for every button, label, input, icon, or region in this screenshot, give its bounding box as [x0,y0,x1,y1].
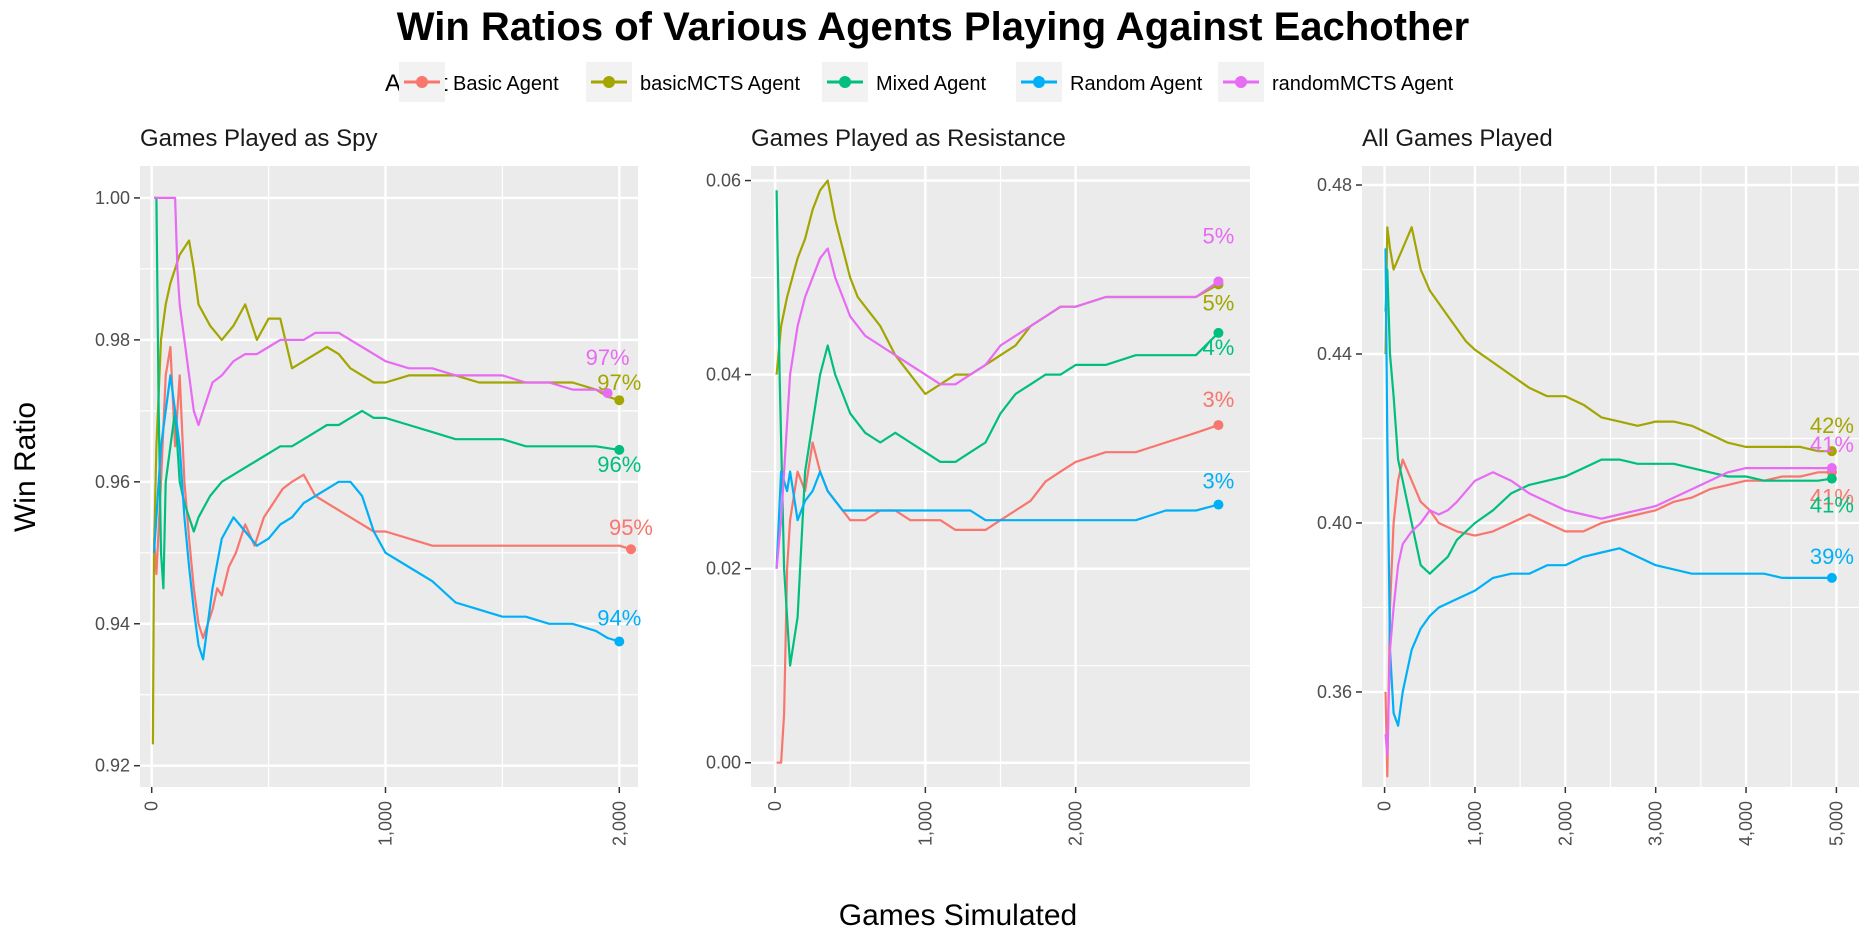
series-end-point [614,444,625,455]
series-line [1384,248,1832,727]
y-tick-label: 0.04 [706,365,741,385]
series-line [1384,458,1832,778]
series-line [154,196,620,590]
series-end-point [1213,420,1224,431]
series-end-point [614,636,625,647]
legend-label: basicMCTS Agent [640,73,801,95]
series-end-label: 97% [586,345,630,370]
series-end-label: 5% [1203,223,1235,248]
series-line [776,424,1219,764]
panel: Games Played as Spy 0.92 0.94 0.96 0.98 1.00 0… [95,125,653,846]
x-tick-label: 3,000 [1646,801,1666,846]
series-line [154,196,608,427]
panel-title: Games Played as Spy [140,125,377,152]
x-tick-label: 0 [765,801,785,811]
series-line [152,374,620,661]
legend-label: randomMCTS Agent [1272,73,1454,95]
legend-key-dot [416,76,428,88]
series-end-label: 94% [597,606,641,631]
panel-title: All Games Played [1362,125,1553,152]
series-line [775,470,1219,569]
y-tick-label: 0.96 [95,472,130,492]
y-tick-label: 0.40 [1317,513,1352,533]
series-line [1384,467,1832,757]
chart-title: Win Ratios of Various Agents Playing Aga… [397,5,1469,49]
series-line [775,247,1220,569]
series-end-label: 96% [597,452,641,477]
series-end-label: 39% [1810,544,1854,569]
legend-key-dot [839,76,851,88]
series-line [152,345,632,640]
x-tick-label: 1,000 [1465,801,1485,846]
legend-item: randomMCTS Agent [1218,62,1454,102]
y-tick-label: 0.98 [95,330,130,350]
series-end-point [602,388,613,399]
series-end-label: 5% [1203,290,1235,315]
y-tick-label: 0.00 [706,753,741,773]
legend-item: basicMCTS Agent [586,62,801,102]
series-end-label: 3% [1203,469,1235,494]
x-tick-label: 2,000 [1066,801,1086,846]
legend-key-dot [1033,76,1045,88]
series-end-point [1826,463,1837,474]
facet-panels: Games Played as Spy 0.92 0.94 0.96 0.98 1.00 0… [95,125,1859,846]
y-tick-label: 0.06 [706,171,741,191]
legend-item: Random Agent [1016,62,1203,102]
x-tick-label: 5,000 [1826,801,1846,846]
series-end-point [625,544,636,555]
series-end-point [1213,276,1224,287]
legend-item: Basic Agent [399,62,559,102]
series-end-label: 3% [1203,387,1235,412]
panel-title: Games Played as Resistance [751,125,1066,152]
series-end-label: 4% [1203,335,1235,360]
legend-label: Mixed Agent [876,73,987,95]
panel: Games Played as Resistance 0.00 0.02 0.04 0.… [706,125,1250,846]
series-end-point [1213,327,1224,338]
series-end-point [1826,572,1837,583]
x-tick-label: 2,000 [1555,801,1575,846]
series-end-label: 42% [1810,413,1854,438]
y-tick-label: 0.44 [1317,344,1352,364]
legend-key-dot [603,76,615,88]
series-end-label: 41% [1810,493,1854,518]
x-tick-label: 0 [1375,801,1395,811]
panel-background [140,166,638,787]
series-end-point [614,395,625,406]
y-tick-label: 0.48 [1317,175,1352,195]
legend-key-dot [1235,76,1247,88]
y-tick-label: 0.02 [706,559,741,579]
legend-item: Mixed Agent [822,62,987,102]
y-tick-label: 0.94 [95,614,130,634]
y-tick-label: 1.00 [95,188,130,208]
y-tick-label: 0.92 [95,756,130,776]
x-axis-title: Games Simulated [839,899,1077,932]
series-line [1384,226,1832,453]
legend-label: Random Agent [1070,73,1203,95]
panel: All Games Played 0.36 0.40 0.44 0.48 0 1,000 2,… [1317,125,1859,846]
legend-label: Basic Agent [453,73,559,95]
series-end-point [1826,446,1837,457]
series-line [1384,268,1833,575]
y-tick-label: 0.36 [1317,682,1352,702]
series-end-point [1826,473,1837,484]
x-tick-label: 0 [142,801,162,811]
series-end-point [1213,499,1224,510]
x-tick-label: 4,000 [1736,801,1756,846]
series-end-label: 41% [1810,432,1854,457]
x-tick-label: 1,000 [915,801,935,846]
y-axis-title: Win Ratio [9,402,42,532]
series-line [775,190,1220,667]
series-end-label: 41% [1810,484,1854,509]
x-tick-label: 2,000 [609,801,629,846]
series-end-label: 95% [609,515,653,540]
x-tick-label: 1,000 [375,801,395,846]
